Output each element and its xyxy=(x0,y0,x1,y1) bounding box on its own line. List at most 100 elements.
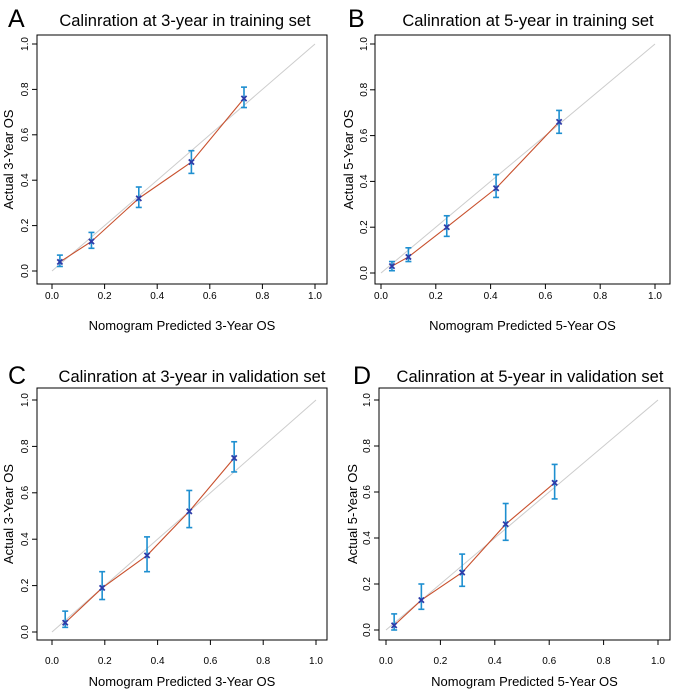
data-point xyxy=(502,520,509,528)
calibration-panel-b: B Calinration at 5-year in training set 0.… xyxy=(341,5,671,333)
x-tick-label: 0.0 xyxy=(45,656,59,667)
y-tick-label: 0.8 xyxy=(359,82,370,96)
x-tick-label: 0.4 xyxy=(150,291,164,302)
calibration-panel-d: D Calinration at 5-year in validation set… xyxy=(345,362,671,689)
x-tick-label: 0.2 xyxy=(98,291,112,302)
x-tick-label: 1.0 xyxy=(648,291,662,302)
data-point-stroke xyxy=(492,185,500,192)
y-axis-label: Actual 5-Year OS xyxy=(341,109,356,209)
chart-title: Calinration at 5-year in training set xyxy=(402,12,654,30)
data-point xyxy=(143,552,151,559)
x-tick-label: 0.4 xyxy=(151,656,165,667)
y-tick-label: 0.8 xyxy=(20,439,31,453)
panel-letter: B xyxy=(348,5,365,33)
y-tick-label: 0.8 xyxy=(20,82,31,96)
data-point-stroke xyxy=(458,569,466,576)
calibration-line xyxy=(59,98,245,263)
data-point xyxy=(418,596,425,604)
plot-frame xyxy=(36,387,328,641)
y-tick-label: 0.8 xyxy=(362,439,373,453)
data-point-stroke xyxy=(390,622,398,629)
y-tick-label: 0.0 xyxy=(362,623,373,637)
y-tick-label: 0.2 xyxy=(362,577,373,591)
calibration-panel-c: C Calinration at 3-year in validation set… xyxy=(1,362,328,689)
y-tick-label: 0.6 xyxy=(20,127,31,141)
data-point-stroke xyxy=(388,262,396,270)
data-point-stroke xyxy=(186,508,193,515)
data-point-stroke xyxy=(502,520,509,528)
data-point-stroke xyxy=(240,95,248,102)
y-tick-label: 1.0 xyxy=(20,393,31,407)
data-point-stroke xyxy=(135,195,143,202)
x-tick-label: 1.0 xyxy=(651,656,665,667)
y-tick-label: 1.0 xyxy=(20,37,31,51)
x-tick-label: 0.2 xyxy=(98,656,112,667)
x-tick-label: 0.8 xyxy=(255,291,269,302)
chart-title: Calinration at 5-year in validation set xyxy=(397,368,664,386)
data-point-stroke xyxy=(188,158,195,166)
plot-frame xyxy=(378,387,671,641)
x-tick-label: 1.0 xyxy=(309,656,323,667)
data-point xyxy=(390,622,398,629)
x-axis-label: Nomogram Predicted 3-Year OS xyxy=(89,674,276,689)
data-point xyxy=(443,223,450,231)
y-axis-label: Actual 3-Year OS xyxy=(1,464,16,564)
y-tick-label: 0.6 xyxy=(359,128,370,142)
plot-frame xyxy=(374,34,671,285)
y-tick-label: 0.2 xyxy=(20,578,31,592)
x-tick-label: 0.6 xyxy=(203,656,217,667)
ideal-reference-line xyxy=(51,43,316,272)
data-point xyxy=(555,118,563,126)
y-axis-label: Actual 3-Year OS xyxy=(1,109,16,209)
x-tick-label: 0.4 xyxy=(488,656,502,667)
y-tick-label: 0.4 xyxy=(20,173,31,187)
data-point-stroke xyxy=(443,223,450,231)
data-point xyxy=(188,158,195,166)
x-axis-label: Nomogram Predicted 3-Year OS xyxy=(89,318,276,333)
data-point xyxy=(230,454,238,462)
data-point xyxy=(458,569,466,576)
y-axis-label: Actual 5-Year OS xyxy=(345,464,360,564)
y-tick-label: 0.0 xyxy=(20,264,31,278)
x-tick-label: 0.6 xyxy=(538,291,552,302)
y-tick-label: 0.0 xyxy=(359,266,370,280)
chart-title: Calinration at 3-year in training set xyxy=(59,12,311,30)
data-point-stroke xyxy=(418,596,425,604)
y-tick-label: 1.0 xyxy=(359,37,370,51)
y-tick-label: 0.2 xyxy=(359,220,370,234)
data-point xyxy=(551,479,558,487)
y-tick-label: 0.4 xyxy=(20,532,31,546)
y-tick-label: 0.4 xyxy=(362,531,373,545)
data-point xyxy=(98,584,106,592)
x-axis-label: Nomogram Predicted 5-Year OS xyxy=(431,674,618,689)
plot-frame xyxy=(36,34,328,285)
data-point-stroke xyxy=(555,118,563,126)
x-tick-label: 0.4 xyxy=(484,291,498,302)
data-point xyxy=(88,238,95,245)
data-point xyxy=(186,508,193,515)
x-axis-label: Nomogram Predicted 5-Year OS xyxy=(429,318,616,333)
x-tick-label: 0.0 xyxy=(379,656,393,667)
data-point-stroke xyxy=(143,552,151,559)
y-tick-label: 0.6 xyxy=(20,485,31,499)
ideal-reference-line xyxy=(385,399,659,631)
x-tick-label: 0.0 xyxy=(45,291,59,302)
data-point xyxy=(388,262,396,270)
data-point-stroke xyxy=(405,253,412,261)
x-tick-label: 0.6 xyxy=(203,291,217,302)
data-point-stroke xyxy=(230,454,238,462)
data-point-stroke xyxy=(88,238,95,245)
data-point-stroke xyxy=(61,619,69,626)
y-tick-label: 0.6 xyxy=(362,485,373,499)
y-tick-label: 0.2 xyxy=(20,218,31,232)
x-tick-label: 0.2 xyxy=(429,291,443,302)
data-point xyxy=(135,195,143,202)
y-tick-label: 0.4 xyxy=(359,174,370,188)
chart-title: Calinration at 3-year in validation set xyxy=(59,368,326,386)
calibration-line xyxy=(393,482,555,626)
panel-letter: D xyxy=(353,362,371,390)
data-point xyxy=(240,95,248,102)
x-tick-label: 0.8 xyxy=(597,656,611,667)
data-point xyxy=(56,258,64,266)
